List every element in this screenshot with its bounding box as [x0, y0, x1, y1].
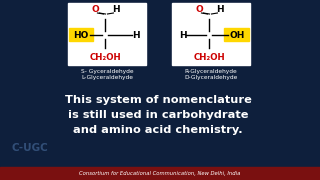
Text: H: H [216, 6, 223, 15]
Bar [224, 28, 249, 41]
Text: and amino acid chemistry.: and amino acid chemistry. [73, 125, 243, 135]
Text: This system of nomenclature: This system of nomenclature [65, 95, 252, 105]
Text: OH: OH [229, 30, 245, 39]
Text: S- Gyceraldehyde: S- Gyceraldehyde [81, 69, 133, 73]
Bar [68, 3, 146, 65]
Text: L-Glyceraldehyde: L-Glyceraldehyde [81, 75, 133, 80]
Text: D-Glyceraldehyde: D-Glyceraldehyde [184, 75, 238, 80]
Text: O: O [196, 6, 203, 15]
Text: H: H [179, 30, 187, 39]
Bar [69, 28, 93, 41]
Bar [0, 167, 320, 180]
Text: C-UGC: C-UGC [12, 143, 48, 153]
Text: CH₂OH: CH₂OH [90, 53, 121, 62]
Text: H: H [112, 6, 119, 15]
Text: HO: HO [73, 30, 89, 39]
Text: O: O [92, 6, 99, 15]
Text: Consortium for Educational Communication, New Delhi, India: Consortium for Educational Communication… [79, 171, 241, 176]
Bar [172, 3, 250, 65]
Text: R-Glyceraldehyde: R-Glyceraldehyde [185, 69, 237, 73]
Text: is still used in carbohydrate: is still used in carbohydrate [68, 110, 248, 120]
Text: H: H [132, 30, 140, 39]
Text: CH₂OH: CH₂OH [194, 53, 225, 62]
